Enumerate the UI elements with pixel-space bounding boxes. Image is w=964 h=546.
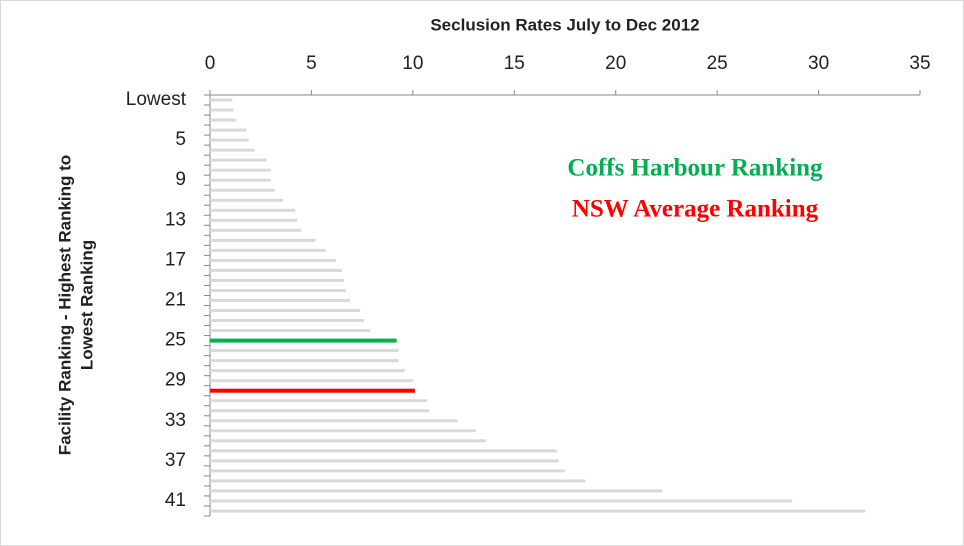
y-tick-label: 21 (165, 290, 186, 311)
bar (210, 188, 275, 192)
annotation: NSW Average Ranking (572, 196, 819, 223)
bar (210, 319, 365, 323)
bar (210, 138, 249, 142)
bar (210, 409, 430, 413)
bar (210, 359, 399, 363)
bar (210, 419, 458, 423)
x-tick-label: 25 (707, 53, 728, 74)
bar (210, 379, 413, 383)
y-tick-label: Lowest (126, 89, 187, 110)
bar (210, 369, 405, 373)
bar (210, 98, 233, 102)
bar (210, 198, 284, 202)
bar (210, 349, 399, 353)
x-tick-label: 35 (909, 53, 930, 74)
bar (210, 178, 271, 182)
bar (210, 278, 344, 282)
x-tick-label: 0 (205, 53, 216, 74)
bar (210, 338, 397, 343)
bar (210, 118, 237, 122)
bar (210, 469, 565, 473)
bar (210, 168, 271, 172)
bar (210, 499, 793, 503)
x-tick-label: 20 (605, 53, 626, 74)
bar (210, 128, 247, 132)
y-tick-label: 41 (165, 490, 186, 511)
annotation: Coffs Harbour Ranking (567, 155, 823, 182)
y-axis-label-line: Lowest Ranking (77, 240, 96, 370)
x-tick-label: 15 (504, 53, 525, 74)
bar (210, 238, 316, 242)
bar (210, 388, 415, 393)
y-tick-label: 25 (165, 330, 186, 351)
bar (210, 218, 298, 222)
y-tick-label: 9 (175, 169, 186, 190)
bar (210, 509, 866, 513)
bar (210, 399, 428, 403)
bar (210, 228, 302, 232)
bar (210, 268, 342, 272)
y-axis-label: Facility Ranking - Highest Ranking to Low… (55, 155, 96, 455)
bar (210, 329, 371, 333)
bar (210, 459, 559, 463)
bar (210, 248, 326, 252)
bar (210, 108, 234, 112)
y-tick-label: 37 (165, 450, 186, 471)
bar (210, 208, 296, 212)
y-tick-label: 33 (165, 410, 186, 431)
bar (210, 148, 255, 152)
y-axis-label-line: Facility Ranking - Highest Ranking to (55, 155, 74, 455)
bar (210, 298, 350, 302)
x-tick-label: 30 (808, 53, 829, 74)
x-tick-label: 5 (306, 53, 317, 74)
bar (210, 309, 361, 313)
chart-title: Seclusion Rates July to Dec 2012 (430, 15, 699, 34)
x-tick-label: 10 (402, 53, 423, 74)
bar (210, 258, 336, 262)
bar (210, 479, 586, 483)
y-tick-label: 17 (165, 249, 186, 270)
bar (210, 489, 663, 493)
bar (210, 449, 557, 453)
y-tick-label: 13 (165, 209, 186, 230)
y-tick-label: 5 (175, 129, 186, 150)
y-tick-label: 29 (165, 370, 186, 391)
bar (210, 158, 267, 162)
bar (210, 439, 486, 443)
bar (210, 429, 476, 433)
bar (210, 288, 346, 292)
